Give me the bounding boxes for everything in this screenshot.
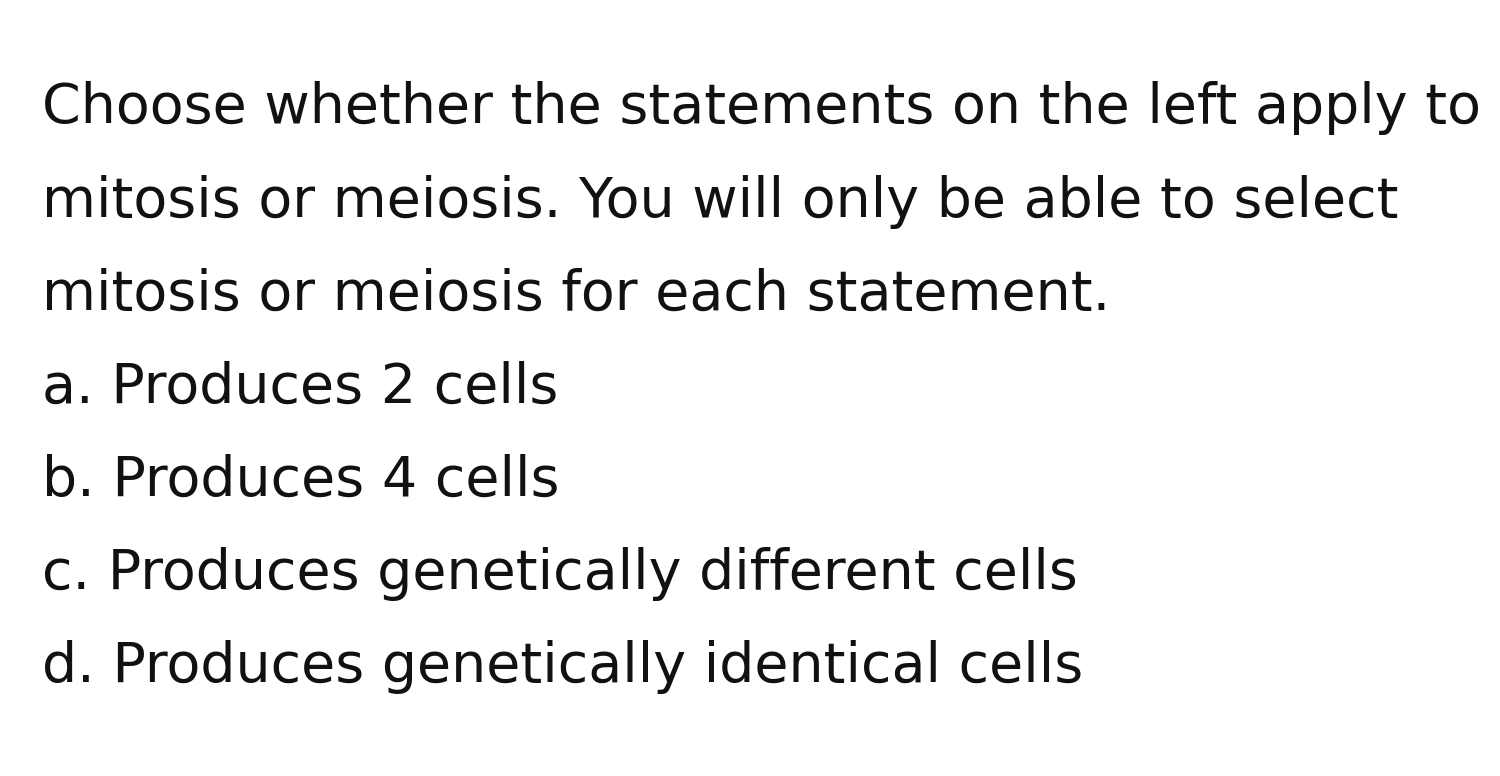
Text: d. Produces genetically identical cells: d. Produces genetically identical cells: [42, 640, 1083, 695]
Text: c. Produces genetically different cells: c. Produces genetically different cells: [42, 547, 1078, 601]
Text: Choose whether the statements on the left apply to: Choose whether the statements on the lef…: [42, 81, 1480, 136]
Text: b. Produces 4 cells: b. Produces 4 cells: [42, 454, 560, 508]
Text: mitosis or meiosis for each statement.: mitosis or meiosis for each statement.: [42, 268, 1110, 322]
Text: a. Produces 2 cells: a. Produces 2 cells: [42, 361, 558, 415]
Text: mitosis or meiosis. You will only be able to select: mitosis or meiosis. You will only be abl…: [42, 175, 1398, 229]
